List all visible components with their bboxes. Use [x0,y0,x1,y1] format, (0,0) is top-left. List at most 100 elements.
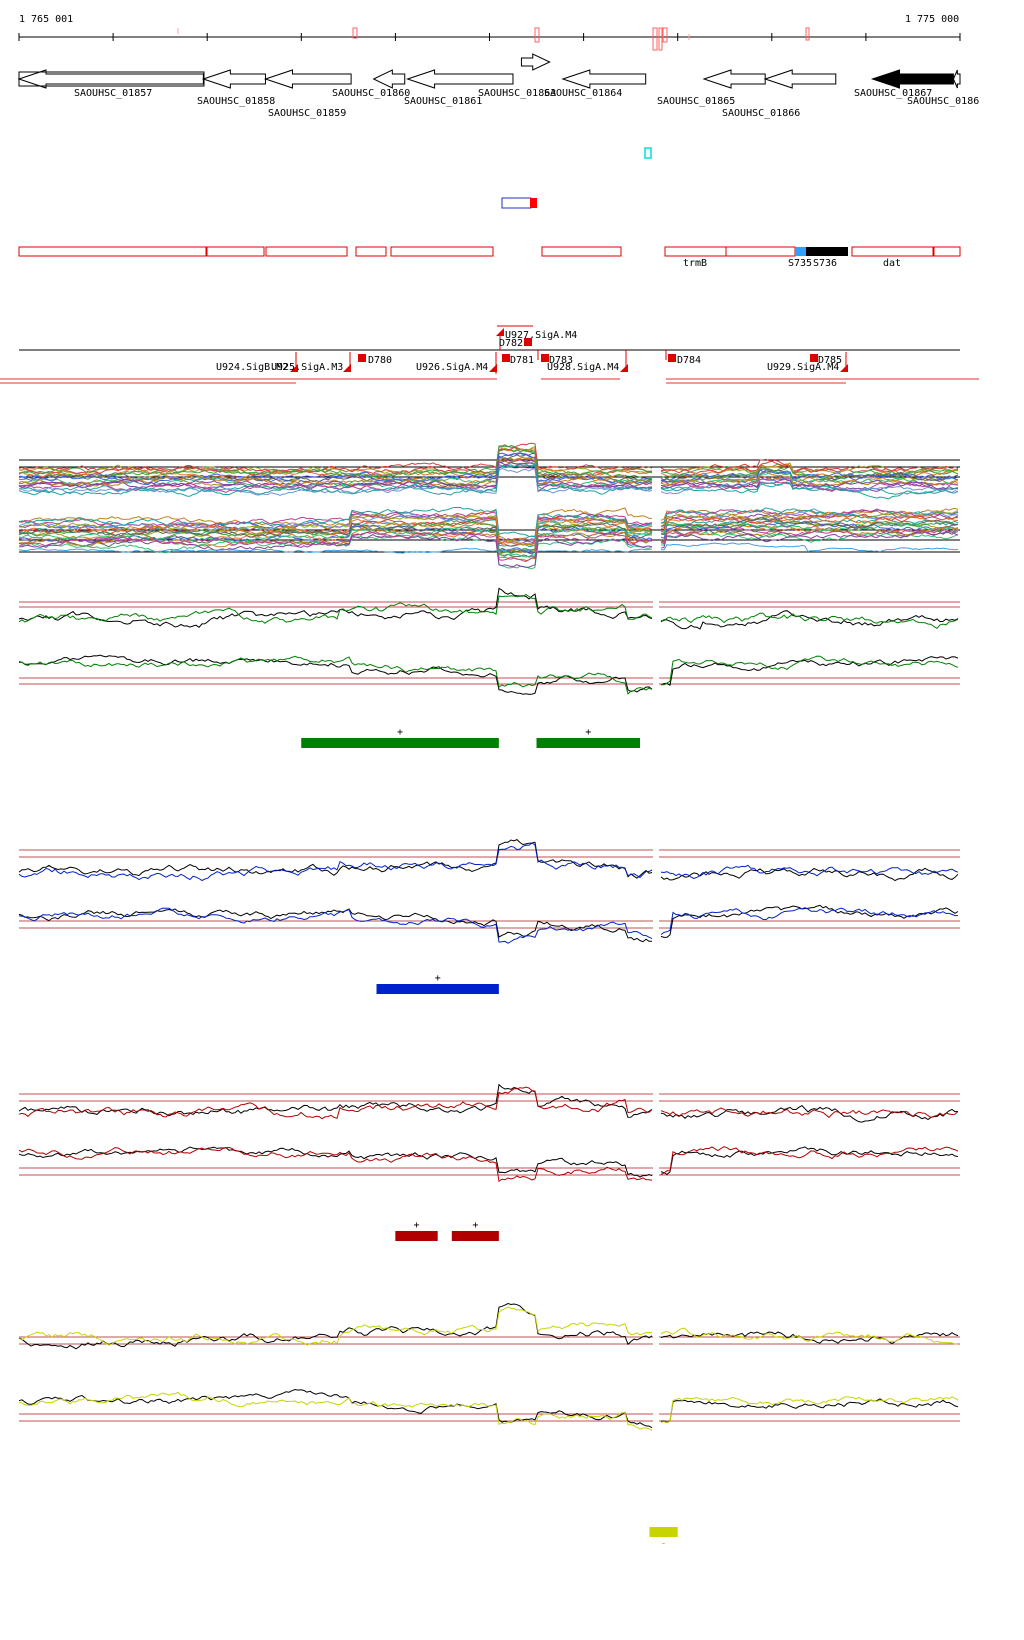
annotation-box [933,246,961,257]
expression-track-green: + + [18,587,960,748]
expression-overview-track [18,442,960,570]
cyan-marker [644,147,652,159]
gene-label: SAOUHSC_01859 [268,108,346,119]
signal-line [18,1388,959,1429]
overview-line-bottom [18,506,958,538]
region-strand-label: + [585,727,591,738]
gene-arrow [201,69,266,89]
gene-arrow [870,69,954,89]
annotation-label-dat: dat [883,258,901,269]
region-bar [395,1231,438,1241]
tss-label-D782: D782 [499,338,523,349]
region-bar [536,738,641,748]
ruler-feature-mark [658,27,663,51]
tss-label-D784: D784 [677,355,701,366]
signal-line [18,1391,959,1431]
annotation-box [541,246,622,257]
expression-track-yellow: - [18,1302,960,1544]
signal-line [18,842,959,882]
gene-label: SAOUHSC_01867 [854,88,932,99]
annotation-box-S735 [795,247,806,256]
expression-track-blue: + [18,839,960,994]
ruler-feature-marks [177,27,810,51]
ruler-feature-mark [652,27,658,51]
tss-label-U929: U929.SigA.M4 [767,362,839,373]
tss-square [502,354,510,362]
tss-triangle [620,364,628,372]
tss-markers [290,325,848,374]
coordinate-end-label: 1 775 000 [905,14,959,25]
overview-line-bottom [18,510,959,547]
tss-label-D783: D783 [549,355,573,366]
overview-line-bottom [18,514,959,546]
overview-line-bottom [18,530,959,568]
gene-arrow [952,69,961,89]
genome-browser-view: 1 765 001 1 775 000 SAOUHSC_01857SAOUHSC… [0,14,979,1544]
annotation-box [664,246,727,257]
tss-label-U925: U925.SigA.M3 [271,362,343,373]
tss-square [541,354,549,362]
tss-label-U924: U924.SigB.M2 [216,362,288,373]
annotation-box [206,246,265,257]
annotation-box [390,246,494,257]
signal-line [18,593,959,630]
annotation-box [355,246,387,257]
tss-label-D785: D785 [818,355,842,366]
gene-label: SAOUHSC_01863 [478,88,556,99]
region-bar [451,1231,499,1241]
annotation-box [725,246,796,257]
gene-label: SAOUHSC_01860 [332,88,410,99]
gene-arrow [405,69,514,89]
overview-line-top [18,461,959,490]
blue-region-marker [501,197,532,209]
tss-label-D780: D780 [368,355,392,366]
annotation-label-S735: S735 [788,258,812,269]
transcript-lines [0,378,979,384]
tss-square [358,354,366,362]
signal-line [18,1302,959,1350]
red-region-marker [530,198,537,208]
gene-label: SAOUHSC_01858 [197,96,275,107]
tss-triangle [343,364,351,372]
overview-line-bottom [18,517,959,554]
tss-triangle [290,364,298,372]
tss-square [524,338,532,346]
coordinate-start-label: 1 765 001 [19,14,73,25]
gene-arrow [17,69,204,89]
gene-arrow [263,69,352,89]
signal-line [18,1083,959,1123]
tss-label-U928: U928.SigA.M4 [547,362,619,373]
tss-label-U926: U926.SigA.M4 [416,362,488,373]
overview-line-top [18,452,959,486]
gene-body [18,71,205,87]
region-strand-label: + [435,973,441,984]
gene-label: SAOUHSC_01864 [544,88,622,99]
gene-label: SAOUHSC_01868 [907,96,979,107]
ruler-ticks [18,33,961,41]
region-strand-label: + [472,1220,478,1231]
gene-arrow [520,53,551,71]
overview-line-bottom [18,542,959,554]
region-bar [376,984,499,994]
gene-label: SAOUHSC_01865 [657,96,735,107]
region-bar [301,738,499,748]
region-strand-label: - [661,1539,667,1544]
region-strand-label: + [397,727,403,738]
tss-triangle [496,328,504,336]
annotation-label-trmB: trmB [683,258,707,269]
annotation-box [18,246,207,257]
tss-label-D781: D781 [510,355,534,366]
gene-arrow [372,69,406,89]
tss-label-U927: U927.SigA.M4 [505,330,577,341]
gene-arrow [702,69,766,89]
signal-line [18,1146,959,1183]
annotation-label-S736: S736 [813,258,837,269]
gene-label: SAOUHSC_01861 [404,96,482,107]
signal-line [18,587,959,630]
gene-label: SAOUHSC_01866 [722,108,800,119]
signal-line [18,655,959,695]
overview-line-top [18,457,959,488]
gene-arrow [763,69,837,89]
signal-line [18,839,959,882]
signal-line [18,907,958,944]
